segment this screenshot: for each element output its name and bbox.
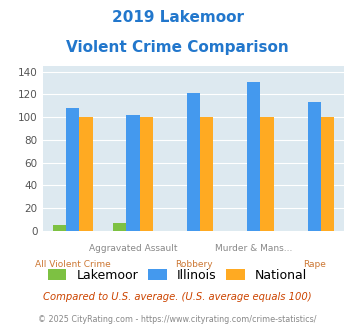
- Bar: [307, 102, 321, 231]
- Text: Rape: Rape: [303, 260, 326, 269]
- Bar: [261, 117, 274, 231]
- Bar: [200, 117, 213, 231]
- Bar: [66, 108, 80, 231]
- Text: Murder & Mans...: Murder & Mans...: [215, 244, 293, 253]
- Bar: [140, 117, 153, 231]
- Text: Violent Crime Comparison: Violent Crime Comparison: [66, 40, 289, 54]
- Bar: [53, 225, 66, 231]
- Text: All Violent Crime: All Violent Crime: [35, 260, 111, 269]
- Bar: [187, 93, 200, 231]
- Text: © 2025 CityRating.com - https://www.cityrating.com/crime-statistics/: © 2025 CityRating.com - https://www.city…: [38, 315, 317, 324]
- Legend: Lakemoor, Illinois, National: Lakemoor, Illinois, National: [43, 264, 312, 287]
- Bar: [126, 115, 140, 231]
- Bar: [247, 82, 261, 231]
- Bar: [321, 117, 334, 231]
- Text: Aggravated Assault: Aggravated Assault: [89, 244, 178, 253]
- Text: 2019 Lakemoor: 2019 Lakemoor: [111, 10, 244, 25]
- Text: Robbery: Robbery: [175, 260, 212, 269]
- Bar: [113, 223, 126, 231]
- Text: Compared to U.S. average. (U.S. average equals 100): Compared to U.S. average. (U.S. average …: [43, 292, 312, 302]
- Bar: [80, 117, 93, 231]
